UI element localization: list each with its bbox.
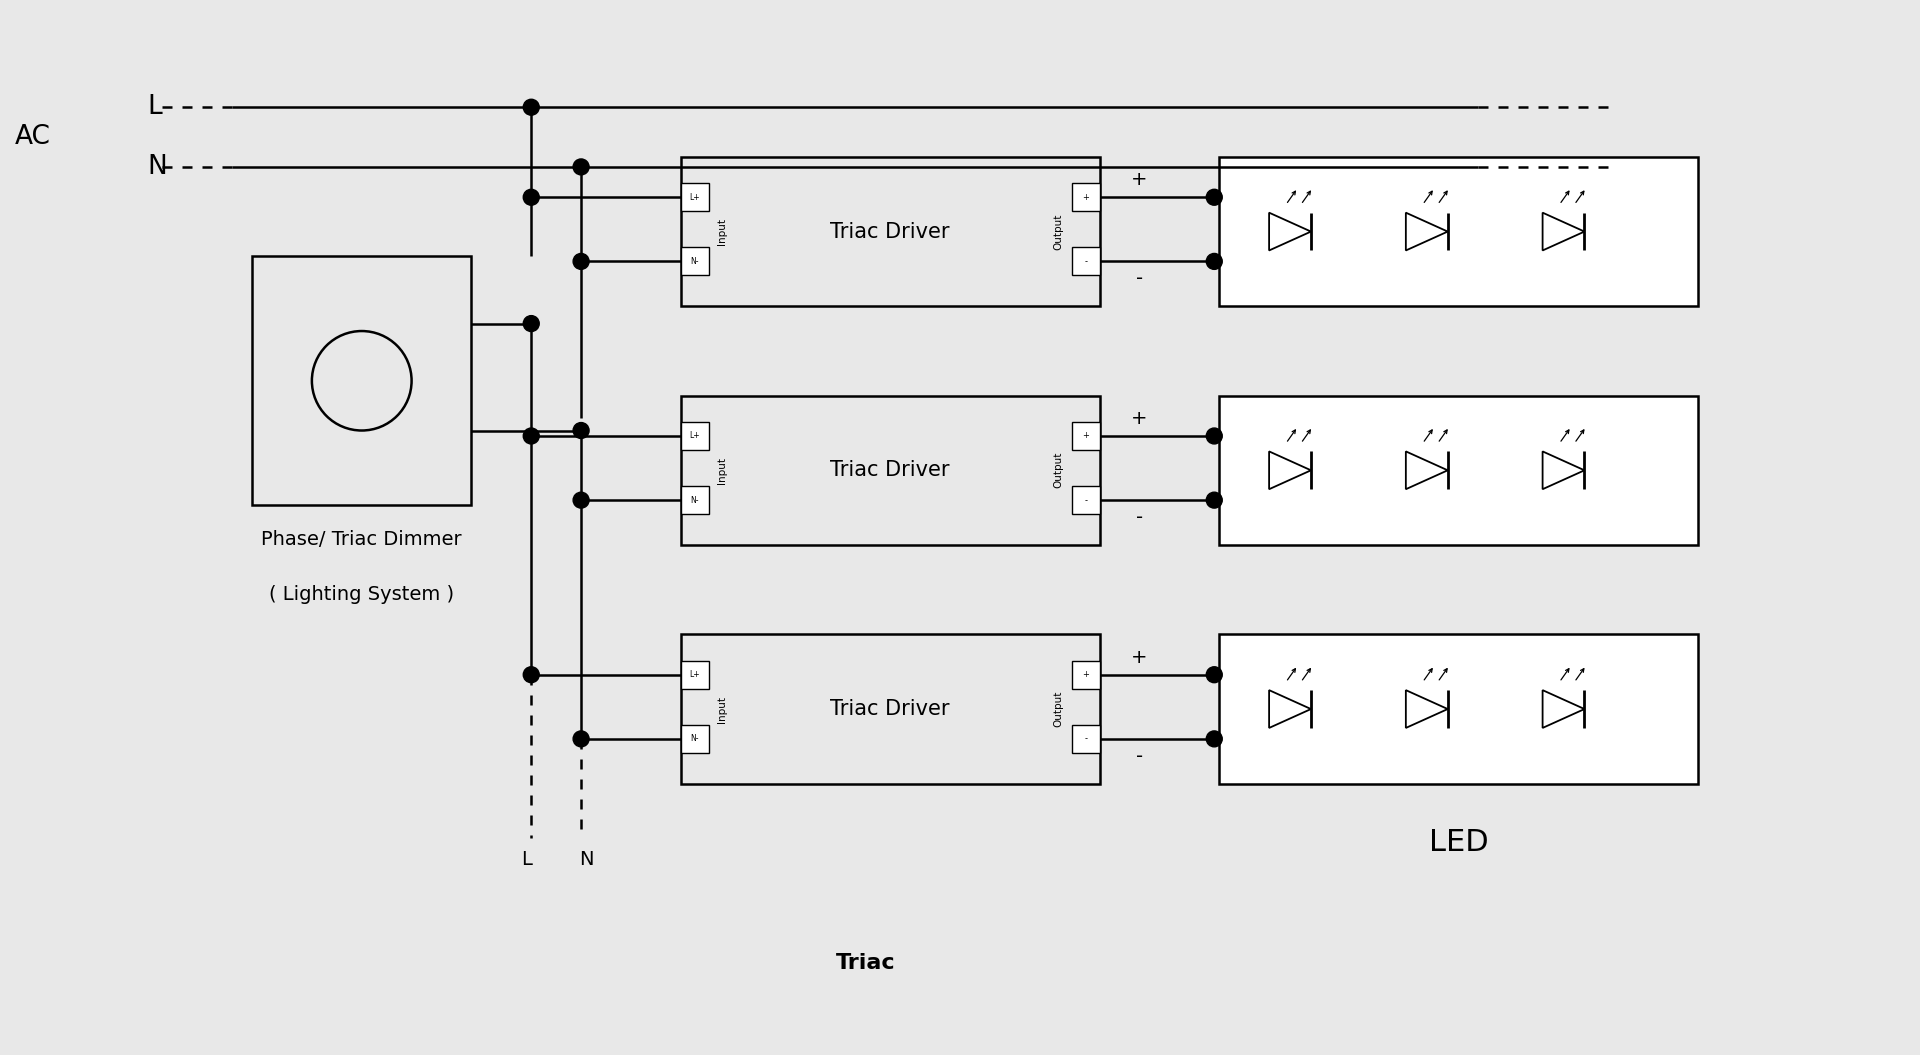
Polygon shape [1269, 213, 1311, 250]
Text: -: - [1137, 509, 1142, 528]
Text: N: N [148, 154, 167, 180]
Bar [682, 184, 708, 211]
Bar [682, 725, 708, 753]
Text: Phase/ Triac Dimmer: Phase/ Triac Dimmer [261, 530, 463, 549]
Text: L: L [148, 94, 161, 120]
Circle shape [1206, 493, 1223, 509]
Bar [682, 422, 708, 449]
Bar [1219, 157, 1697, 306]
Text: Triac Driver: Triac Driver [831, 222, 950, 242]
Text: +: + [1083, 670, 1089, 679]
Text: +: + [1131, 648, 1148, 667]
Circle shape [574, 423, 589, 439]
Circle shape [524, 189, 540, 206]
Bar [1071, 248, 1100, 275]
Text: -: - [1137, 269, 1142, 288]
Text: +: + [1131, 170, 1148, 189]
Circle shape [1206, 667, 1223, 683]
Text: AC: AC [15, 124, 50, 150]
Text: -: - [1137, 747, 1142, 766]
Text: Triac Driver: Triac Driver [831, 699, 950, 720]
Circle shape [1206, 189, 1223, 206]
Text: L+: L+ [689, 193, 701, 202]
Text: Output: Output [1054, 691, 1064, 727]
Bar [1071, 660, 1100, 689]
Text: L+: L+ [689, 670, 701, 679]
Circle shape [574, 731, 589, 747]
Text: -: - [1085, 257, 1087, 266]
Text: LED: LED [1428, 828, 1488, 858]
Circle shape [524, 315, 540, 331]
Bar [1071, 725, 1100, 753]
Bar [682, 248, 708, 275]
Text: L+: L+ [689, 431, 701, 441]
Text: -: - [1085, 496, 1087, 504]
Text: N: N [578, 850, 593, 869]
Circle shape [574, 493, 589, 509]
Bar [1071, 422, 1100, 449]
Circle shape [1206, 428, 1223, 444]
Circle shape [1206, 731, 1223, 747]
Polygon shape [1269, 452, 1311, 490]
Text: ( Lighting System ): ( Lighting System ) [269, 584, 455, 603]
Bar [252, 256, 472, 505]
Circle shape [524, 428, 540, 444]
Text: Input: Input [716, 457, 726, 484]
Bar [682, 396, 1100, 545]
Text: +: + [1083, 431, 1089, 441]
Text: Triac Driver: Triac Driver [831, 460, 950, 480]
Text: N-: N- [691, 734, 699, 744]
Polygon shape [1405, 452, 1448, 490]
Text: +: + [1131, 409, 1148, 428]
Text: -: - [1085, 734, 1087, 744]
Bar [682, 634, 1100, 784]
Text: +: + [1083, 193, 1089, 202]
Polygon shape [1405, 690, 1448, 728]
Text: N-: N- [691, 496, 699, 504]
Polygon shape [1269, 690, 1311, 728]
Text: L: L [520, 850, 532, 869]
Bar [682, 660, 708, 689]
Text: N-: N- [691, 257, 699, 266]
Circle shape [574, 253, 589, 269]
Text: Triac: Triac [835, 953, 895, 973]
Bar [682, 486, 708, 514]
Bar [682, 157, 1100, 306]
Polygon shape [1542, 690, 1584, 728]
Bar [1071, 184, 1100, 211]
Bar [1219, 396, 1697, 545]
Text: Output: Output [1054, 213, 1064, 250]
Bar [1071, 486, 1100, 514]
Circle shape [1206, 253, 1223, 269]
Text: Input: Input [716, 218, 726, 245]
Polygon shape [1542, 452, 1584, 490]
Polygon shape [1405, 213, 1448, 250]
Circle shape [524, 667, 540, 683]
Text: Output: Output [1054, 453, 1064, 488]
Circle shape [524, 99, 540, 115]
Circle shape [574, 159, 589, 175]
Text: Input: Input [716, 695, 726, 723]
Polygon shape [1542, 213, 1584, 250]
Bar [1219, 634, 1697, 784]
